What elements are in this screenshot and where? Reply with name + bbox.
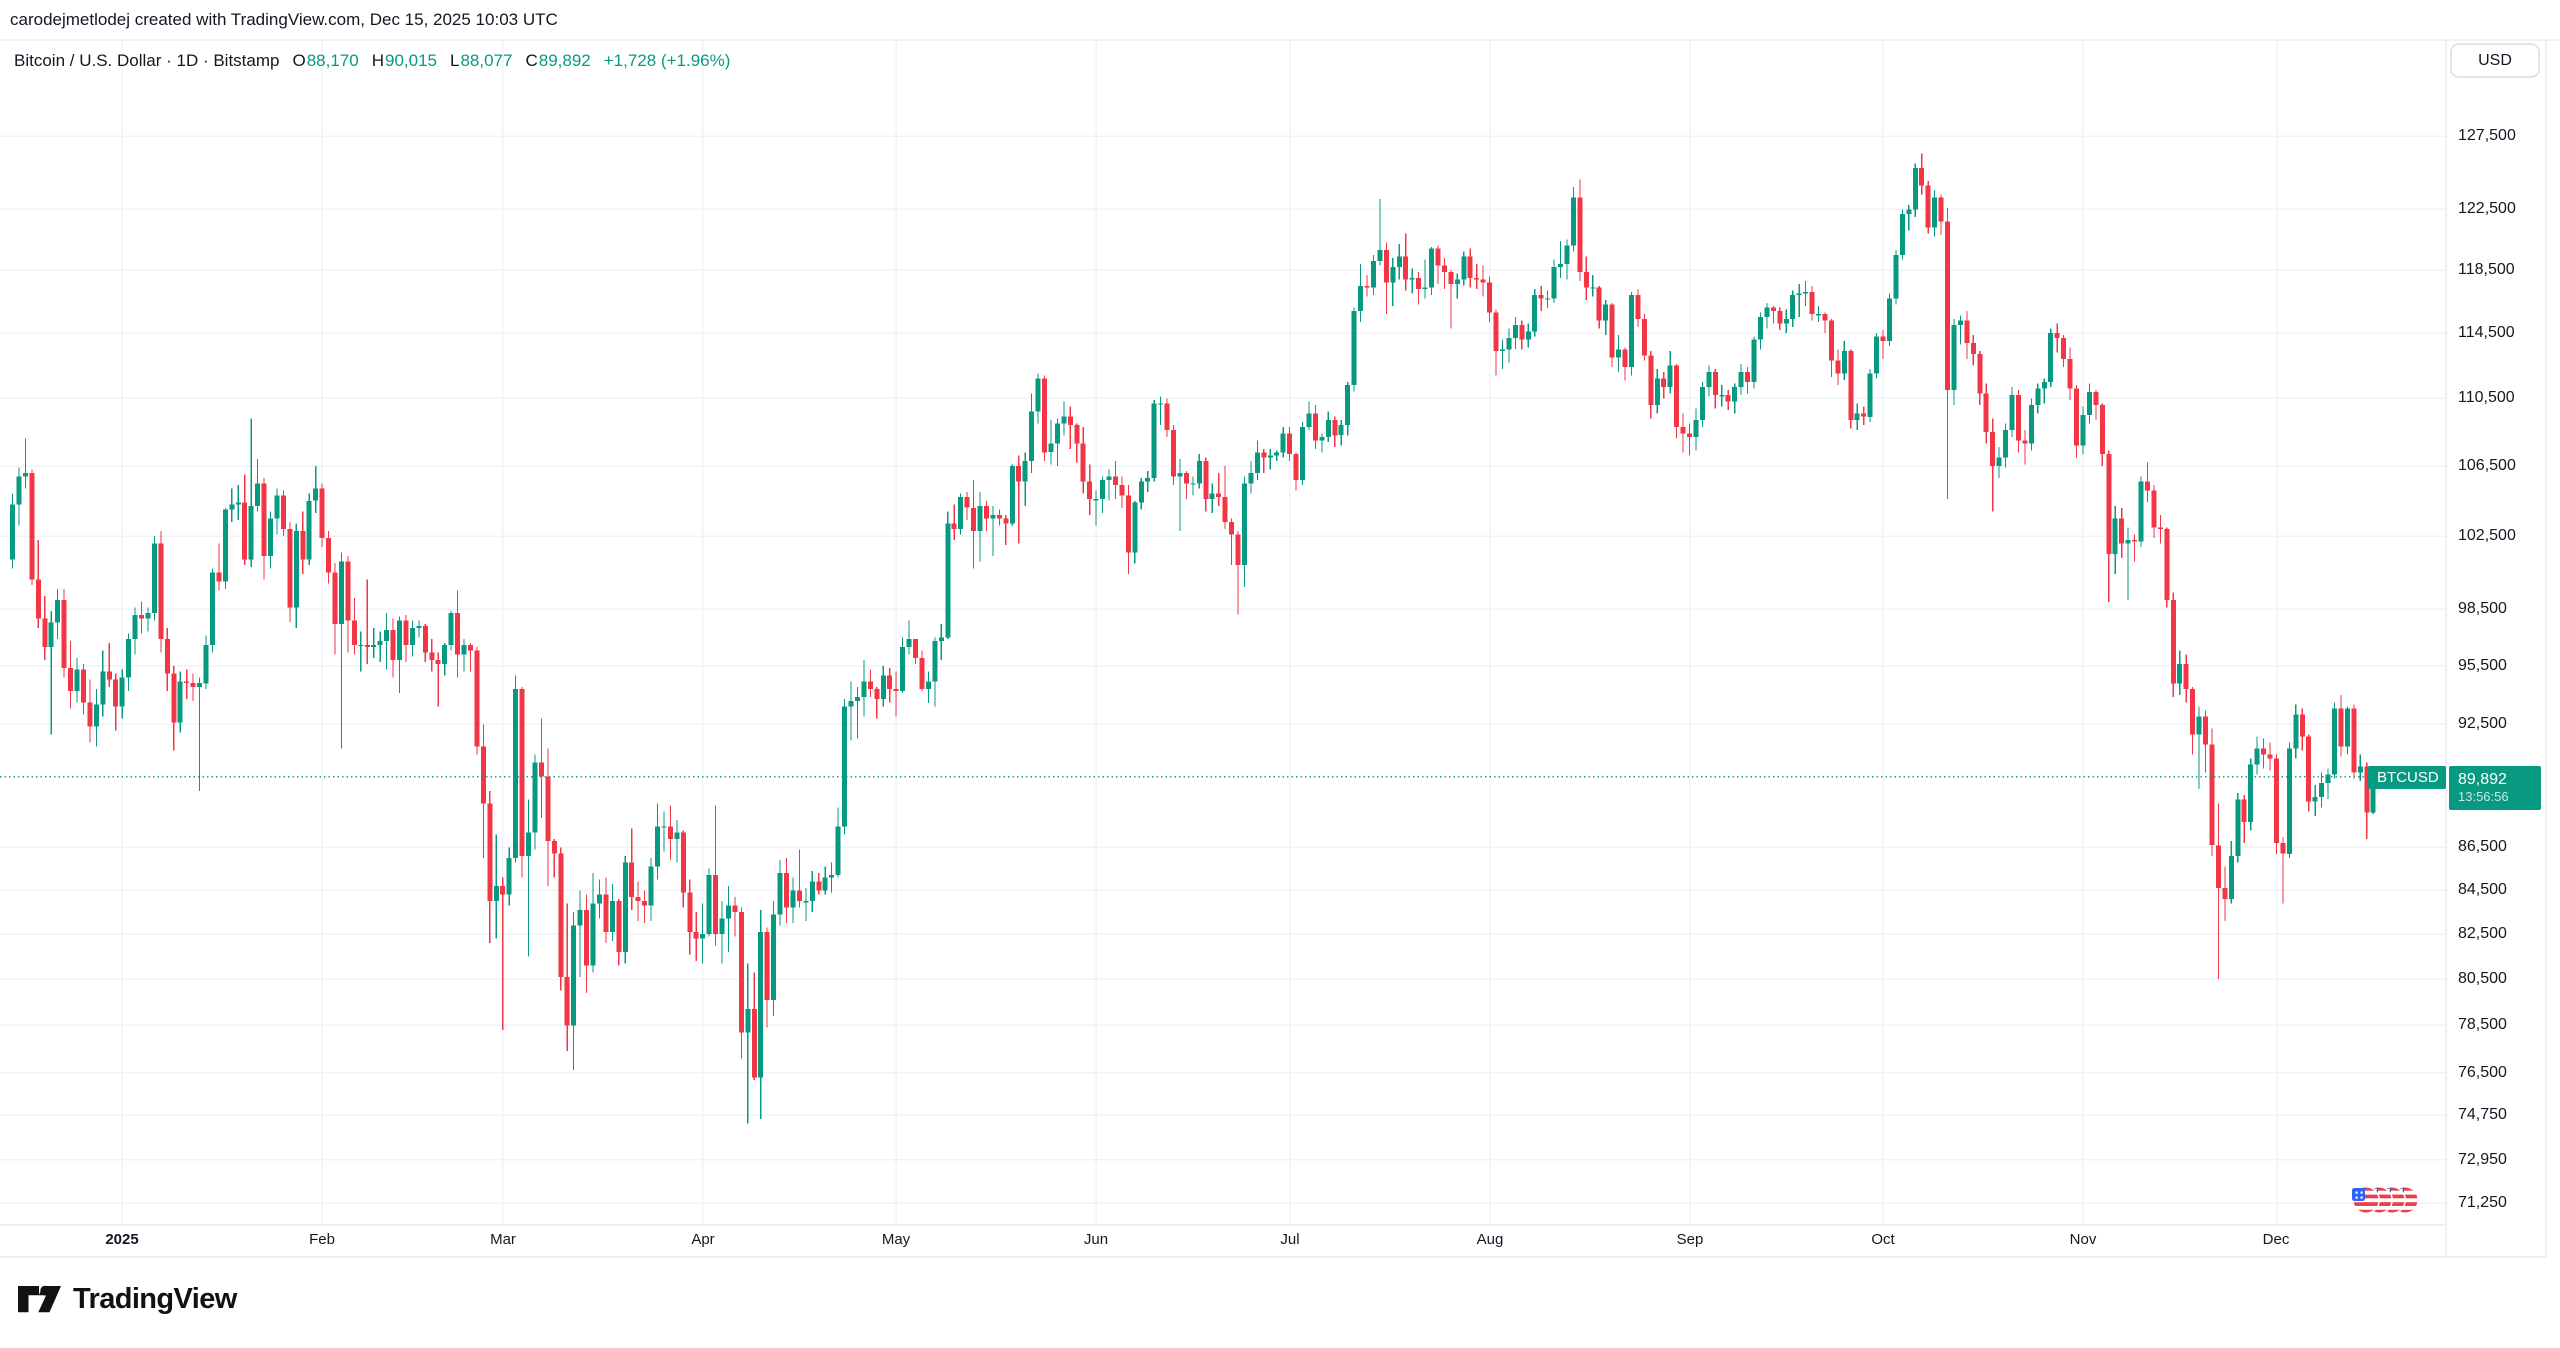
attribution-text: carodejmetlodej created with TradingView… — [10, 10, 558, 29]
price-tick-label[interactable]: 118,500 — [2458, 261, 2515, 278]
price-tick-label[interactable]: 78,500 — [2458, 1016, 2507, 1033]
price-tick-label[interactable]: 92,500 — [2458, 715, 2507, 732]
price-tick-label[interactable]: 72,950 — [2458, 1151, 2507, 1168]
tradingview-logo[interactable]: TradingView — [17, 1283, 237, 1315]
grid-lines — [0, 40, 2446, 1225]
price-tick-label[interactable]: 76,500 — [2458, 1064, 2507, 1081]
us-flag-event-markers-icon[interactable] — [2352, 1186, 2419, 1214]
price-tick-label[interactable]: 86,500 — [2458, 838, 2507, 855]
low-value: 88,077 — [460, 51, 513, 70]
price-tick-label[interactable]: 127,500 — [2458, 127, 2516, 144]
open-value: 88,170 — [306, 51, 359, 70]
price-tick-label[interactable]: 102,500 — [2458, 527, 2516, 544]
chart-borders — [0, 39, 2560, 1258]
time-axis-label-aug[interactable]: Aug — [1476, 1231, 1504, 1248]
symbol-title[interactable]: Bitcoin / U.S. Dollar · 1D · Bitstamp — [14, 51, 280, 70]
price-tick-label[interactable]: 80,500 — [2458, 970, 2507, 987]
ohlc-high: H 90,015 — [372, 51, 437, 71]
last-price-label: 89,892 13:56:56 — [2449, 766, 2541, 810]
price-tick-label[interactable]: 122,500 — [2458, 200, 2516, 217]
time-axis-label-jun[interactable]: Jun — [1083, 1231, 1109, 1248]
change-value: +1,728 (+1.96%) — [603, 51, 731, 70]
time-axis-label-dec[interactable]: Dec — [2262, 1231, 2290, 1248]
candlestick-plot — [10, 153, 2376, 1124]
price-tick-label[interactable]: 71,250 — [2458, 1194, 2507, 1211]
time-axis-label-2025[interactable]: 2025 — [105, 1231, 139, 1248]
price-tick-label[interactable]: 114,500 — [2458, 324, 2515, 341]
time-axis-label-may[interactable]: May — [881, 1231, 911, 1248]
bar-countdown: 13:56:56 — [2458, 789, 2509, 804]
price-tick-label[interactable]: 84,500 — [2458, 881, 2507, 898]
price-tick-label[interactable]: 82,500 — [2458, 925, 2507, 942]
time-axis-label-sep[interactable]: Sep — [1676, 1231, 1704, 1248]
tradingview-logo-icon — [18, 1285, 61, 1312]
last-price-value: 89,892 — [2458, 771, 2507, 788]
open-label: O — [292, 51, 306, 70]
time-axis-label-mar[interactable]: Mar — [490, 1231, 516, 1248]
symbol-price-tag: BTCUSD — [2368, 766, 2446, 789]
low-label: L — [449, 51, 460, 70]
high-label: H — [371, 51, 384, 70]
currency-usd-button[interactable]: USD — [2450, 43, 2540, 78]
time-axis-label-jul[interactable]: Jul — [1280, 1231, 1300, 1248]
close-label: C — [525, 51, 538, 70]
price-tick-label[interactable]: 74,750 — [2458, 1106, 2507, 1123]
ohlc-low: L 88,077 — [450, 51, 512, 71]
time-axis-label-apr[interactable]: Apr — [691, 1231, 715, 1248]
high-value: 90,015 — [384, 51, 437, 70]
price-tick-label[interactable]: 110,500 — [2458, 389, 2515, 406]
price-tick-label[interactable]: 106,500 — [2458, 457, 2516, 474]
ohlc-open: O 88,170 — [292, 51, 358, 71]
price-tick-label[interactable]: 95,500 — [2458, 657, 2507, 674]
tradingview-logo-text: TradingView — [73, 1283, 237, 1315]
close-value: 89,892 — [538, 51, 591, 70]
ohlc-close: C 89,892 — [525, 51, 590, 71]
price-tick-label[interactable]: 98,500 — [2458, 600, 2507, 617]
time-axis-label-oct[interactable]: Oct — [1871, 1231, 1895, 1248]
time-axis-label-feb[interactable]: Feb — [309, 1231, 335, 1248]
time-axis-label-nov[interactable]: Nov — [2069, 1231, 2097, 1248]
